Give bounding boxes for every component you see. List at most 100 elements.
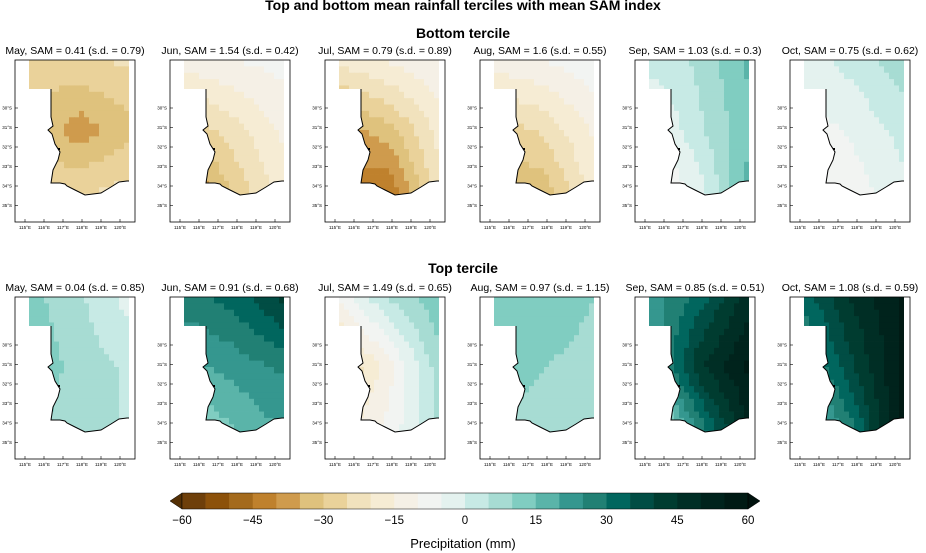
map-cell (534, 123, 540, 131)
map-cell (879, 123, 885, 131)
map-cell (274, 430, 280, 432)
map-cell (89, 60, 95, 67)
map-cell (894, 66, 900, 74)
map-cell (434, 180, 439, 188)
map-cell (44, 386, 50, 393)
map-cell (244, 66, 250, 74)
map-cell (404, 341, 410, 349)
map-cell (114, 79, 120, 86)
map-cell (34, 72, 40, 80)
map-cell (549, 373, 555, 381)
map-cell (874, 117, 880, 125)
map-cell (659, 303, 665, 311)
map-cell (694, 379, 700, 387)
map-cell (384, 123, 390, 131)
map-cell (259, 136, 265, 144)
map-cell (209, 297, 215, 304)
map-cell (544, 347, 550, 355)
map-cell (649, 130, 655, 137)
map-cell (404, 328, 410, 336)
lat-tick-label: 32°S (2, 145, 12, 150)
map-cell (54, 316, 60, 323)
map-cell (359, 110, 365, 118)
map-cell (394, 123, 400, 131)
map-cell (39, 66, 45, 74)
map-cell (344, 149, 350, 156)
map-cell (714, 66, 720, 74)
map-cell (674, 354, 680, 362)
map-cell (254, 155, 260, 163)
map-cell (379, 136, 385, 144)
map-cell (549, 303, 555, 311)
map-cell (259, 430, 265, 432)
map-cell (219, 322, 225, 330)
map-cell (424, 360, 430, 368)
map-cell (379, 386, 385, 393)
map-cell (219, 386, 225, 393)
map-cell (39, 180, 45, 188)
map-cell (579, 392, 585, 400)
map-cell (669, 303, 675, 311)
map-cell (819, 91, 825, 99)
lat-tick-label: 31°S (467, 125, 477, 130)
map-cell (569, 85, 575, 93)
map-cell (274, 367, 280, 374)
map-cell (894, 142, 900, 150)
map-cell (539, 411, 545, 419)
map-cell (64, 430, 70, 432)
map-cell (529, 142, 535, 150)
map-cell (689, 367, 695, 374)
map-cell (94, 398, 100, 406)
map-cell (399, 297, 405, 304)
map-cell (544, 335, 550, 342)
map-cell (109, 347, 115, 355)
map-cell (424, 347, 430, 355)
map-cell (39, 149, 45, 156)
map-cell (409, 398, 415, 406)
map-cell (379, 168, 385, 175)
map-cell (394, 341, 400, 349)
map-cell (189, 417, 195, 425)
map-cell (104, 104, 110, 112)
map-cell (379, 117, 385, 125)
map-cell (564, 66, 570, 74)
map-cell (84, 322, 90, 330)
section-title-top: Top tercile (428, 260, 498, 276)
map-cell (104, 180, 110, 188)
map-cell (519, 123, 525, 131)
map-cell (39, 123, 45, 131)
map-cell (864, 79, 870, 86)
map-cell (244, 379, 250, 387)
map-cell (834, 117, 840, 125)
map-cell (184, 303, 190, 311)
coastline (202, 89, 284, 196)
map-cell (354, 155, 360, 163)
map-cell (54, 174, 60, 182)
map-cell (879, 155, 885, 163)
map-cell (209, 373, 215, 381)
map-cell (84, 66, 90, 74)
map-cell (49, 187, 55, 195)
map-cell (709, 110, 715, 118)
map-cell (509, 379, 515, 387)
map-cell (269, 335, 275, 342)
map-cell (529, 161, 535, 169)
map-cell (49, 142, 55, 150)
map-cell (724, 149, 730, 156)
map-cell (579, 367, 585, 374)
map-cell (269, 430, 275, 432)
map-cell (399, 91, 405, 99)
map-cell (869, 123, 875, 131)
map-cell (259, 123, 265, 131)
map-cell (199, 430, 205, 432)
map-cell (389, 328, 395, 336)
map-cell (829, 110, 835, 118)
map-cell (509, 174, 515, 182)
map-cell (679, 130, 685, 137)
map-cell (834, 187, 840, 195)
map-cell (124, 360, 129, 368)
map-cell (859, 79, 865, 86)
map-cell (384, 354, 390, 362)
map-cell (694, 316, 700, 323)
map-cell (389, 79, 395, 86)
